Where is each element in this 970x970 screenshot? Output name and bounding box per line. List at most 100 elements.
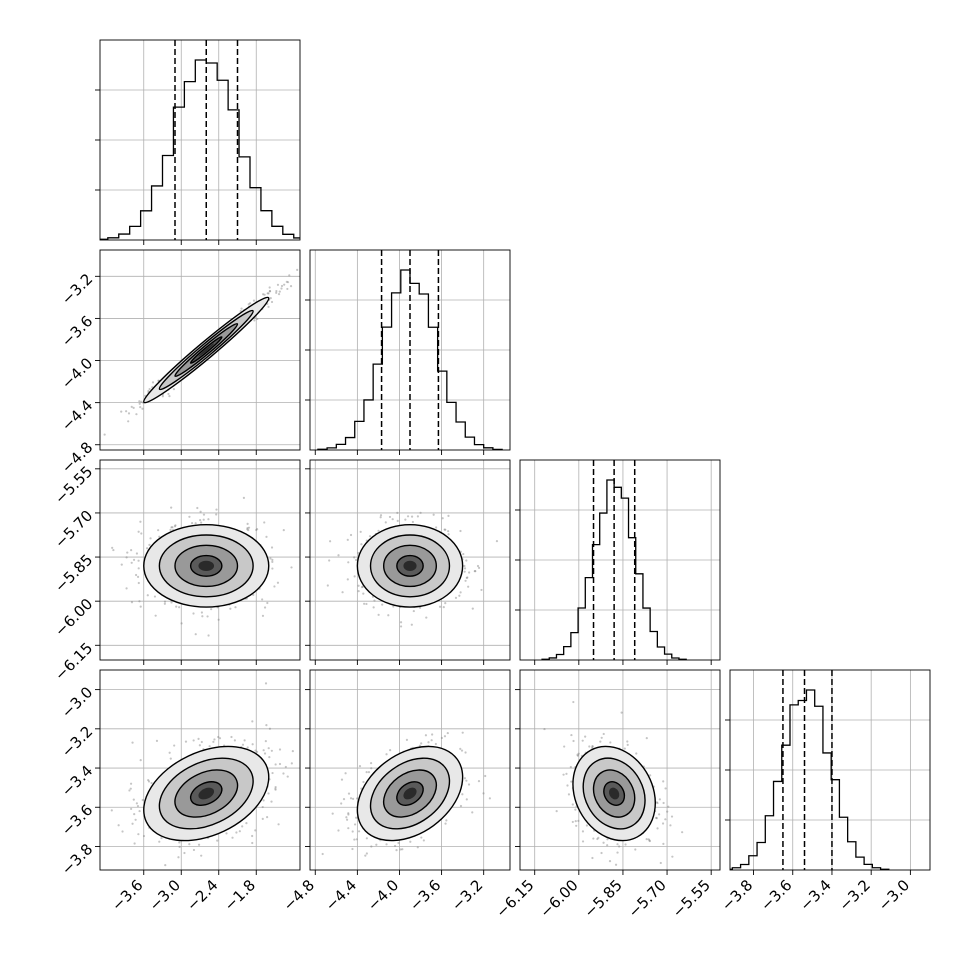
scatter-point — [362, 592, 365, 595]
scatter-point — [431, 733, 434, 736]
scatter-point — [262, 799, 265, 802]
contour-line — [143, 524, 270, 608]
scatter-point — [416, 515, 419, 518]
scatter-point — [337, 829, 340, 832]
scatter-point — [655, 816, 658, 820]
scatter-point — [471, 607, 474, 610]
scatter-point — [126, 551, 129, 554]
scatter-point — [381, 603, 384, 606]
scatter-point — [476, 564, 480, 568]
scatter-point — [217, 735, 220, 739]
scatter-point — [275, 289, 278, 293]
scatter-point — [420, 742, 423, 745]
density-panel-3-0: −3.6 −3.0 −2.4 −1.8−3.8−3.6−3.4−3.2−3.0 — [58, 669, 301, 915]
scatter-point — [164, 864, 167, 867]
scatter-point — [192, 848, 196, 852]
scatter-point — [200, 611, 204, 614]
scatter-point — [110, 809, 113, 812]
scatter-point — [444, 528, 447, 531]
scatter-point — [173, 744, 176, 747]
scatter-point — [254, 749, 257, 752]
scatter-point — [132, 406, 135, 409]
scatter-point — [137, 581, 140, 585]
scatter-point — [480, 588, 483, 592]
scatter-point — [135, 802, 138, 805]
scatter-point — [372, 606, 375, 609]
scatter-point — [130, 601, 134, 604]
x-tick-label: −5.55 — [669, 876, 714, 921]
scatter-point — [482, 792, 485, 795]
scatter-point — [464, 579, 467, 582]
scatter-point — [658, 798, 661, 801]
scatter-point — [393, 844, 397, 848]
scatter-point — [345, 816, 348, 819]
x-tick-label: −3.6 — [108, 876, 146, 914]
contour-line — [369, 757, 451, 830]
scatter-point — [194, 522, 197, 525]
scatter-point — [659, 861, 662, 865]
scatter-point — [178, 841, 181, 844]
scatter-point — [139, 406, 142, 409]
scatter-point — [254, 829, 257, 832]
scatter-point — [596, 837, 599, 841]
scatter-point — [397, 841, 400, 845]
scatter-point — [430, 739, 433, 742]
scatter-point — [231, 836, 234, 839]
scatter-point — [277, 823, 280, 826]
scatter-point — [484, 774, 487, 778]
scatter-point — [467, 585, 470, 588]
scatter-point — [681, 831, 684, 834]
scatter-point — [602, 841, 605, 844]
scatter-point — [331, 812, 334, 815]
scatter-point — [576, 754, 579, 757]
scatter-point — [440, 736, 443, 740]
scatter-point — [274, 763, 277, 766]
scatter-point — [599, 740, 602, 743]
scatter-point — [132, 558, 136, 561]
scatter-point — [459, 747, 462, 750]
contour-line — [158, 309, 254, 391]
scatter-point — [286, 775, 289, 778]
scatter-point — [363, 602, 366, 605]
contour-line — [582, 757, 646, 830]
scatter-point — [669, 824, 672, 827]
scatter-point — [139, 605, 142, 608]
scatter-point — [178, 845, 181, 848]
scatter-point — [125, 587, 128, 590]
x-tick-label: −6.15 — [492, 876, 537, 921]
scatter-point — [389, 749, 392, 752]
scatter-point — [368, 535, 372, 538]
scatter-point — [137, 567, 140, 570]
scatter-point — [463, 570, 466, 573]
scatter-point — [103, 433, 106, 436]
scatter-point — [396, 511, 399, 514]
scatter-point — [648, 839, 651, 843]
density-panel-2-1 — [305, 459, 511, 665]
scatter-point — [163, 600, 167, 603]
scatter-point — [359, 530, 362, 533]
scatter-point — [353, 823, 357, 826]
scatter-point — [273, 585, 276, 588]
scatter-point — [251, 743, 254, 746]
x-tick-label: −4.0 — [364, 876, 402, 914]
scatter-point — [471, 811, 474, 814]
scatter-point — [575, 824, 578, 827]
scatter-point — [572, 700, 575, 704]
scatter-point — [468, 571, 471, 574]
scatter-point — [405, 738, 409, 741]
scatter-point — [416, 846, 419, 849]
scatter-point — [286, 281, 290, 284]
scatter-point — [266, 292, 269, 295]
density-panel-2-0: −6.15−6.00−5.85−5.70−5.55 — [51, 459, 301, 684]
contour-line — [572, 745, 656, 842]
scatter-point — [196, 506, 199, 510]
scatter-point — [460, 749, 464, 752]
density-fill — [198, 343, 215, 357]
x-tick-label: −3.8 — [718, 876, 756, 914]
scatter-point — [626, 740, 629, 743]
scatter-point — [147, 780, 151, 783]
scatter-point — [477, 780, 481, 783]
scatter-point — [268, 290, 272, 293]
scatter-point — [155, 739, 159, 742]
scatter-point — [264, 682, 268, 685]
